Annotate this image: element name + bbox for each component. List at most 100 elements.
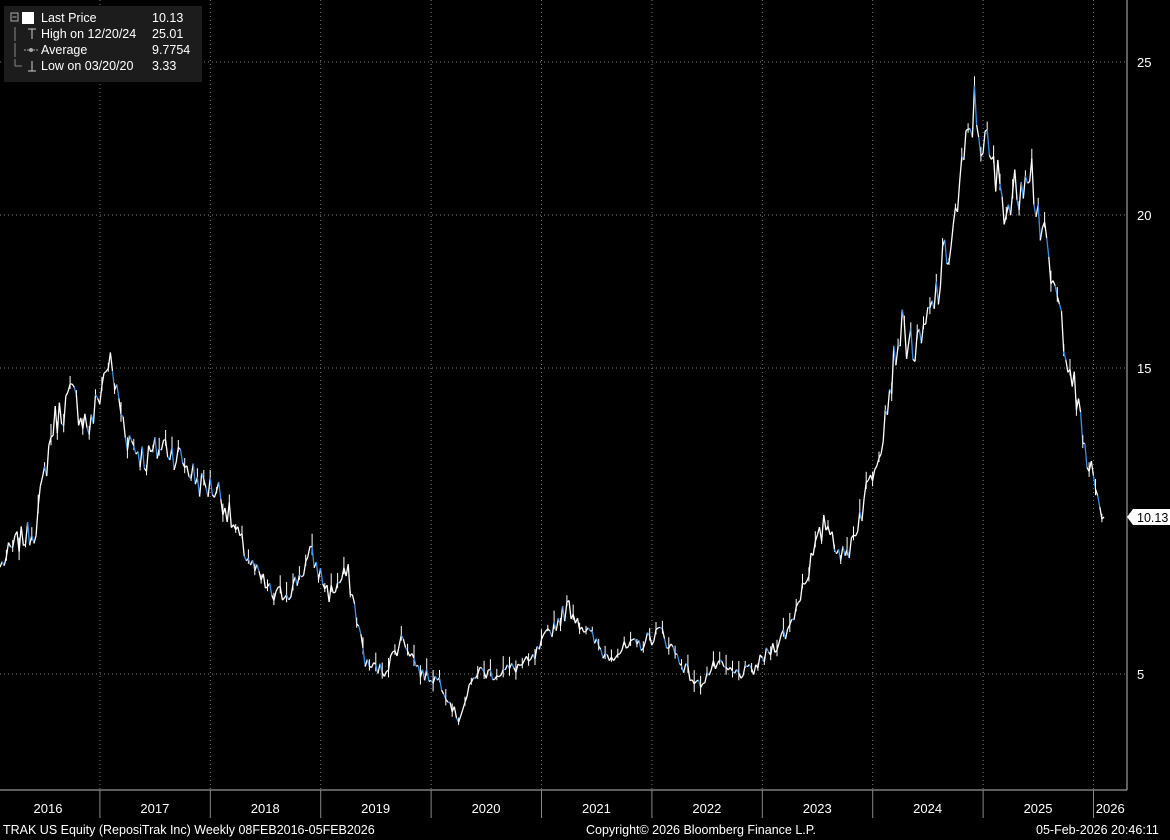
price-segment: [438, 677, 443, 691]
price-segment: [24, 522, 29, 545]
last-price-tag: [1127, 509, 1170, 526]
price-segment: [1005, 204, 1010, 216]
price-segment: [503, 668, 506, 671]
high-label: High on 12/20/24: [41, 27, 137, 41]
price-segment: [613, 657, 617, 661]
price-segment: [192, 463, 196, 485]
price-segment: [1039, 227, 1044, 241]
price-segment: [273, 591, 277, 601]
price-segment: [377, 663, 381, 674]
price-segment: [133, 445, 137, 455]
price-segment: [400, 634, 404, 640]
price-segment: [268, 583, 273, 596]
price-segment: [649, 635, 653, 646]
last-price-tag-group: 10.13: [1127, 509, 1170, 526]
price-segment: [254, 564, 258, 572]
price-segment: [402, 638, 407, 648]
price-segment: [154, 437, 158, 459]
price-segment: [351, 594, 356, 605]
price-segment: [145, 445, 150, 472]
price-segment: [479, 666, 483, 669]
x-year-label: 2019: [361, 801, 390, 816]
price-segment: [1031, 158, 1035, 205]
price-segment: [1096, 495, 1101, 508]
y-tick-label: 25: [1137, 55, 1151, 70]
price-segment: [46, 445, 50, 477]
price-segment: [789, 618, 793, 626]
price-segment: [421, 669, 426, 681]
price-segment: [7, 542, 12, 548]
price-segment: [738, 672, 742, 679]
price-segment: [797, 600, 801, 603]
price-segment: [598, 645, 602, 650]
price-segment: [770, 643, 774, 656]
price-segment: [559, 605, 564, 627]
price-segment: [426, 668, 430, 682]
price-segment: [504, 664, 508, 671]
price-segment: [693, 680, 697, 685]
price-segment: [177, 446, 181, 451]
price-segment: [279, 586, 284, 601]
price-segment: [521, 659, 525, 665]
price-segment: [982, 131, 986, 154]
price-segment: [933, 281, 937, 309]
price-segment: [37, 486, 41, 507]
price-segment: [92, 394, 97, 424]
price-segment: [434, 675, 438, 681]
price-segment: [52, 405, 56, 436]
x-year-label: 2024: [913, 801, 942, 816]
price-segment: [795, 602, 799, 607]
price-segment: [937, 285, 942, 305]
price-segment: [33, 535, 37, 544]
x-year-label: 2020: [472, 801, 501, 816]
price-segment: [903, 323, 908, 359]
last-price-value: 10.13: [152, 11, 184, 25]
y-tick-label: 5: [1137, 667, 1144, 682]
price-segment: [71, 383, 75, 388]
price-segment: [540, 634, 545, 640]
x-year-label: 2018: [251, 801, 280, 816]
price-segment: [708, 669, 712, 676]
price-segment: [619, 649, 623, 655]
price-segment: [453, 706, 458, 719]
price-segment: [262, 573, 267, 589]
price-segment: [1027, 181, 1031, 184]
y-tick-label: 20: [1137, 208, 1151, 223]
price-segment: [973, 85, 978, 126]
price-segment: [986, 129, 991, 156]
price-segment: [925, 307, 929, 325]
price-segment: [606, 654, 610, 661]
price-segment: [547, 628, 551, 632]
price-segment: [661, 628, 666, 639]
price-segment: [878, 453, 882, 459]
x-year-label: 2021: [582, 801, 611, 816]
price-segment: [75, 394, 80, 426]
x-year-label: 2022: [692, 801, 721, 816]
price-segment: [12, 535, 16, 548]
price-segment: [18, 526, 22, 552]
price-segment: [237, 526, 241, 536]
price-segment: [470, 677, 474, 683]
price-segment: [910, 328, 914, 360]
price-segment: [508, 663, 513, 669]
price-segment: [952, 207, 957, 225]
price-segment: [186, 465, 190, 477]
price-segment: [390, 651, 394, 657]
price-segment: [120, 413, 124, 418]
x-year-label: 2017: [140, 801, 169, 816]
price-segment: [256, 564, 260, 572]
price-segment: [203, 479, 207, 488]
price-segment: [58, 402, 63, 425]
price-segment: [855, 531, 859, 537]
price-segment: [528, 658, 532, 662]
price-segment: [568, 600, 572, 620]
price-segment: [682, 663, 687, 673]
price-segment: [630, 638, 634, 642]
price-segment: [784, 628, 789, 640]
price-segment: [944, 239, 948, 265]
price-segment: [362, 647, 366, 667]
price-segment: [676, 654, 681, 664]
price-segment: [534, 646, 538, 660]
